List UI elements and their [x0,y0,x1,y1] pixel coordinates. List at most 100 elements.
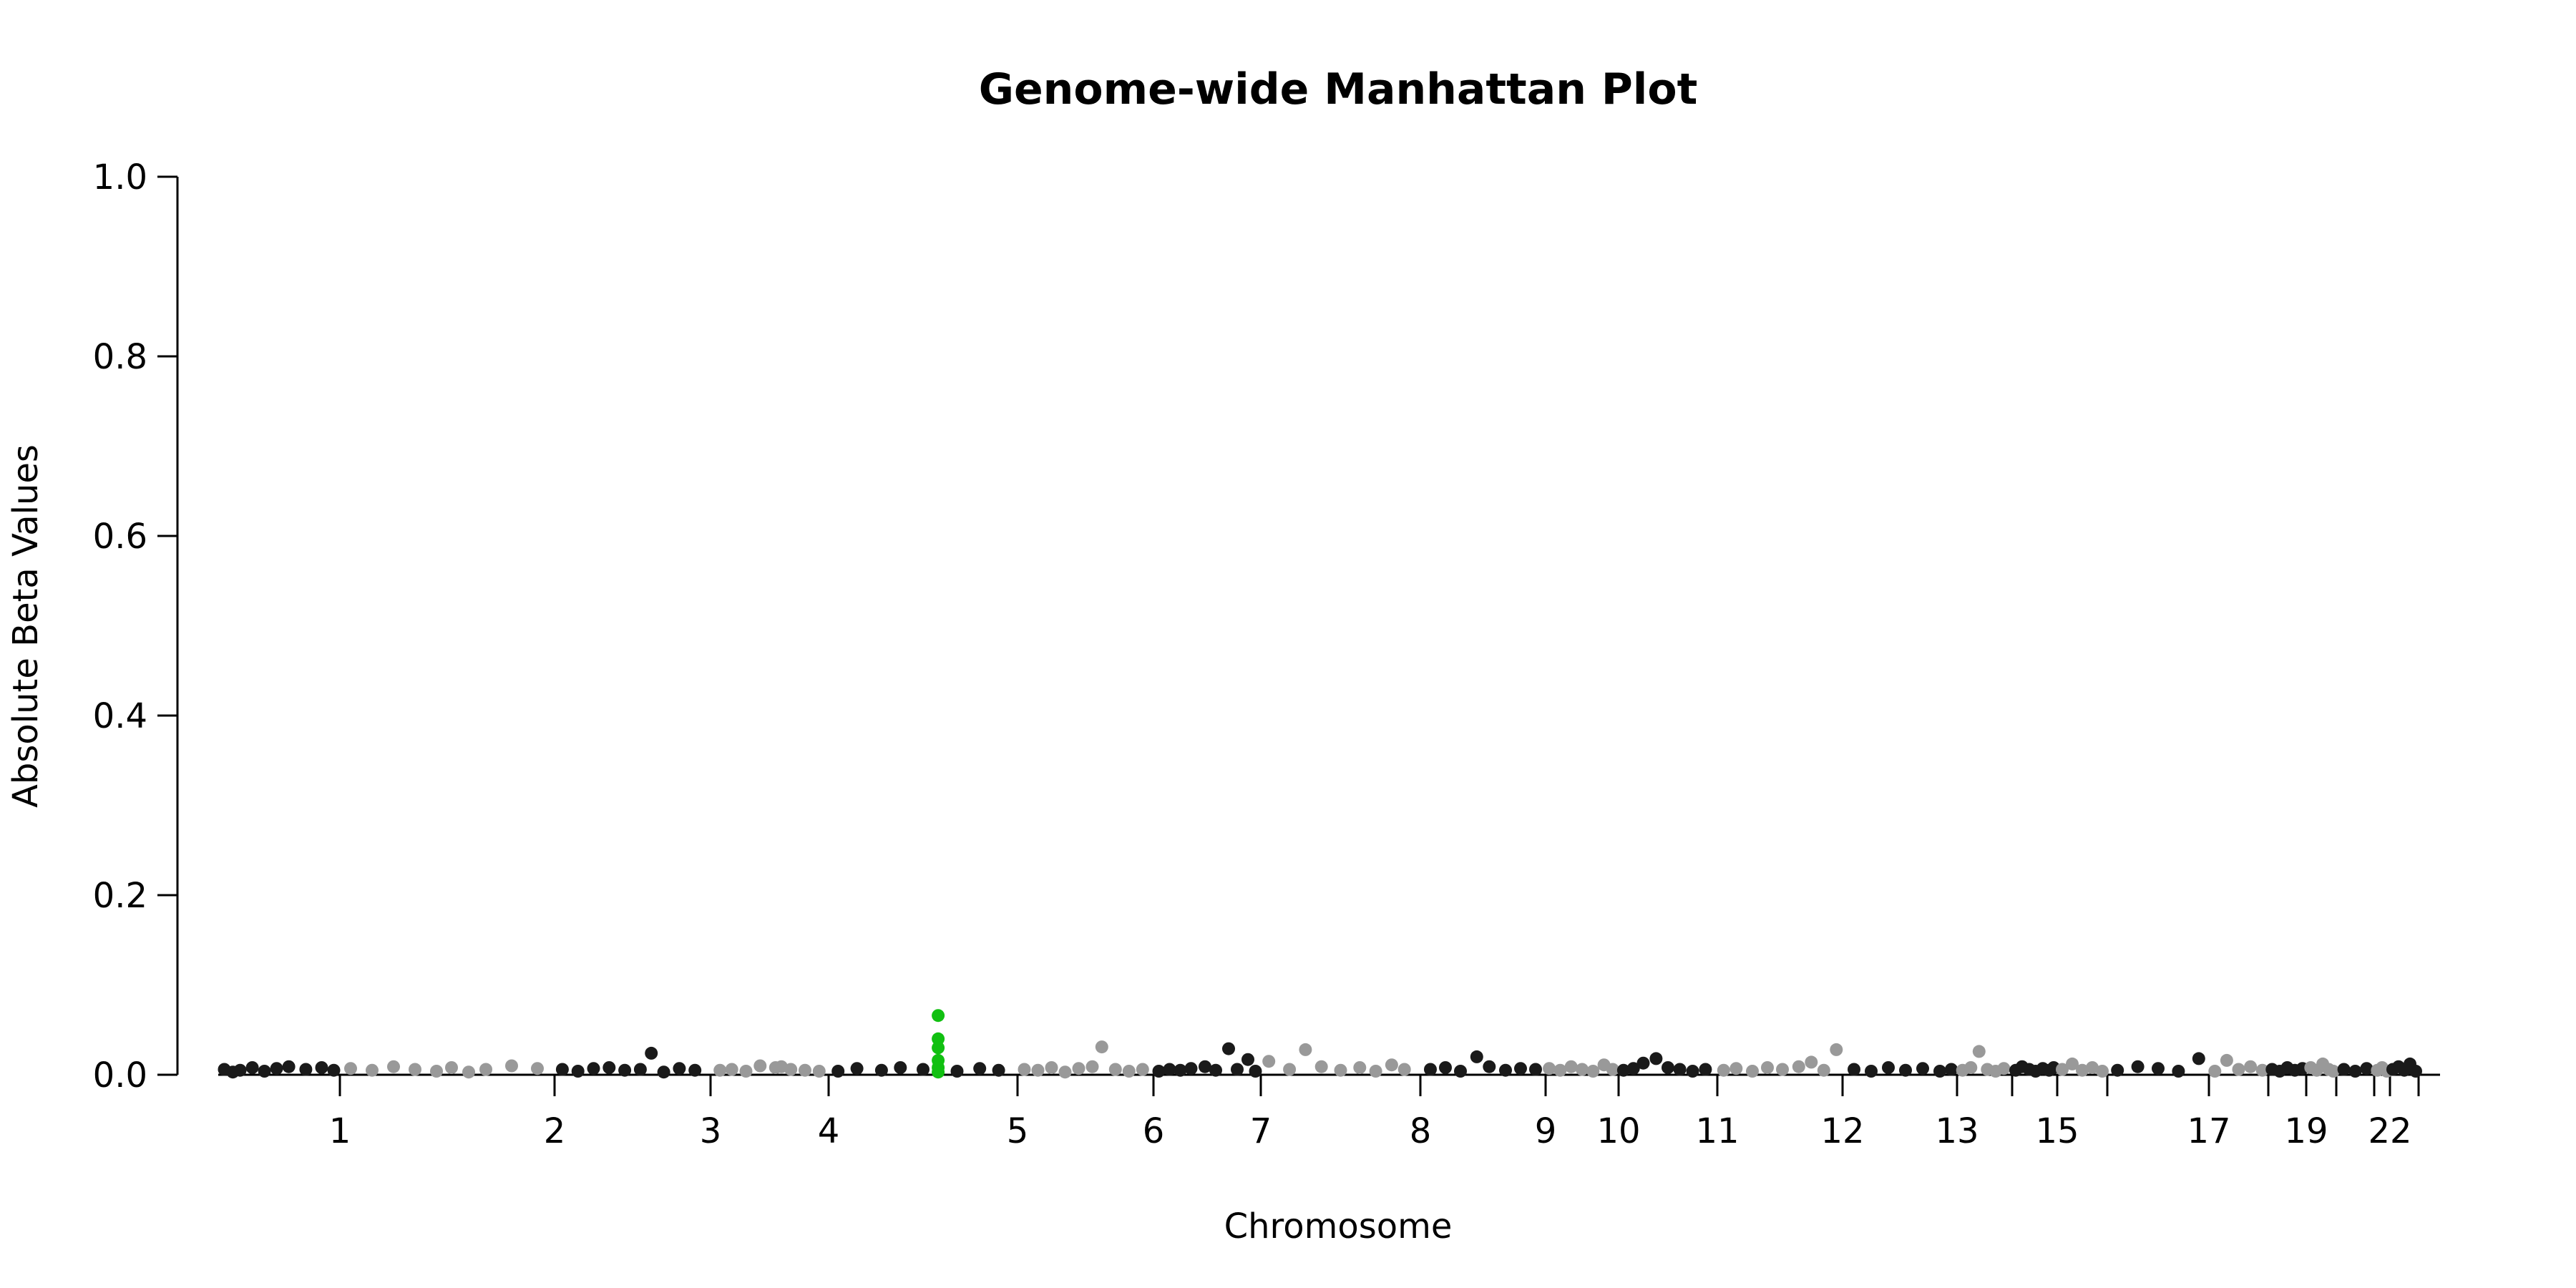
x-axis: 1 2 3 4 5 6 7 8 9 10 11 12 13 15 17 19 22 [218,1073,2440,1151]
data-point [2056,1063,2069,1076]
data-point [1761,1061,1774,1074]
data-point [1483,1060,1496,1073]
data-point [1299,1043,1312,1056]
data-point [950,1065,964,1078]
data-point [1686,1065,1699,1078]
data-point [894,1061,907,1074]
data-point [739,1065,753,1078]
data-point [299,1063,313,1076]
data-point [775,1060,788,1073]
data-point [1353,1061,1367,1074]
data-point [1586,1065,1600,1078]
data-point [831,1065,845,1078]
x-axis-label: Chromosome [1224,1206,1453,1246]
y-tick-label: 0.4 [93,696,147,736]
data-point [387,1060,400,1073]
data-point [479,1063,492,1076]
data-point [2409,1065,2422,1078]
x-tick-label: 12 [1820,1111,1864,1151]
data-point [1085,1060,1099,1073]
y-axis: 0.0 0.2 0.4 0.6 0.8 1.0 [93,157,179,1096]
x-tick-label: 2 [544,1111,566,1151]
data-point [1997,1062,2011,1075]
data-point [688,1063,702,1077]
x-tick-label: 19 [2284,1111,2328,1151]
x-tick-label: 9 [1535,1111,1557,1151]
data-point [812,1065,826,1078]
data-point [1209,1063,1222,1077]
data-point [1231,1063,1244,1076]
y-tick-label: 0.2 [93,876,147,916]
data-point [1662,1061,1674,1074]
data-point [1972,1045,1986,1058]
data-point [1095,1040,1108,1054]
data-point [1174,1063,1187,1077]
x-tick-label: 3 [700,1111,722,1151]
data-point [932,1009,945,1023]
data-point [1553,1063,1567,1077]
data-point [1746,1065,1759,1078]
data-point [2360,1062,2373,1075]
data-point [2348,1065,2362,1078]
data-point [555,1063,569,1076]
data-point [1673,1063,1687,1076]
data-point [1454,1065,1467,1078]
data-point [1470,1050,1483,1063]
data-point [2076,1063,2089,1077]
data-point [1018,1063,1031,1076]
data-point [1945,1063,1958,1076]
data-points [218,1009,2422,1079]
data-point [245,1061,259,1074]
data-point [344,1062,357,1075]
data-point [992,1063,1005,1077]
data-point [1163,1063,1176,1076]
data-point [2232,1063,2245,1076]
data-point [1424,1063,1437,1076]
data-point [1108,1063,1122,1076]
data-point [618,1063,632,1077]
data-point [1283,1063,1297,1076]
data-point [1606,1063,1619,1076]
data-point [2337,1063,2351,1076]
data-point [1136,1063,1149,1076]
data-point [1241,1053,1254,1066]
data-point [1369,1065,1382,1078]
data-point [2172,1065,2185,1078]
data-point [973,1062,987,1075]
data-point [1564,1060,1578,1073]
data-point [1899,1063,1912,1077]
data-point [1933,1065,1946,1078]
data-point [531,1062,544,1075]
data-point [587,1062,600,1075]
data-point [1699,1063,1712,1076]
data-point [633,1063,647,1076]
x-tick-label: 5 [1007,1111,1029,1151]
data-point [2096,1065,2109,1078]
data-point [1817,1063,1830,1077]
data-point [1262,1055,1276,1068]
x-tick-label: 17 [2187,1111,2230,1151]
y-tick-label: 0.0 [93,1055,147,1096]
data-point [1729,1062,1743,1075]
data-point [2131,1060,2145,1073]
data-point [1626,1062,1640,1075]
data-point [315,1061,328,1074]
data-point [1397,1063,1411,1076]
data-point [2244,1060,2258,1073]
data-point [1439,1061,1452,1074]
data-point [1916,1062,1929,1075]
data-point [2208,1065,2222,1078]
data-point [602,1061,616,1074]
data-point [2066,1057,2079,1070]
data-point [445,1061,458,1074]
data-point [932,1032,945,1045]
data-point [713,1063,727,1077]
data-point [725,1063,738,1076]
data-point [1072,1062,1085,1075]
data-point [1499,1063,1512,1077]
data-point [1792,1060,1805,1073]
y-axis-label: Absolute Beta Values [6,444,46,808]
data-point [2086,1061,2099,1074]
x-tick-label: 6 [1143,1111,1165,1151]
